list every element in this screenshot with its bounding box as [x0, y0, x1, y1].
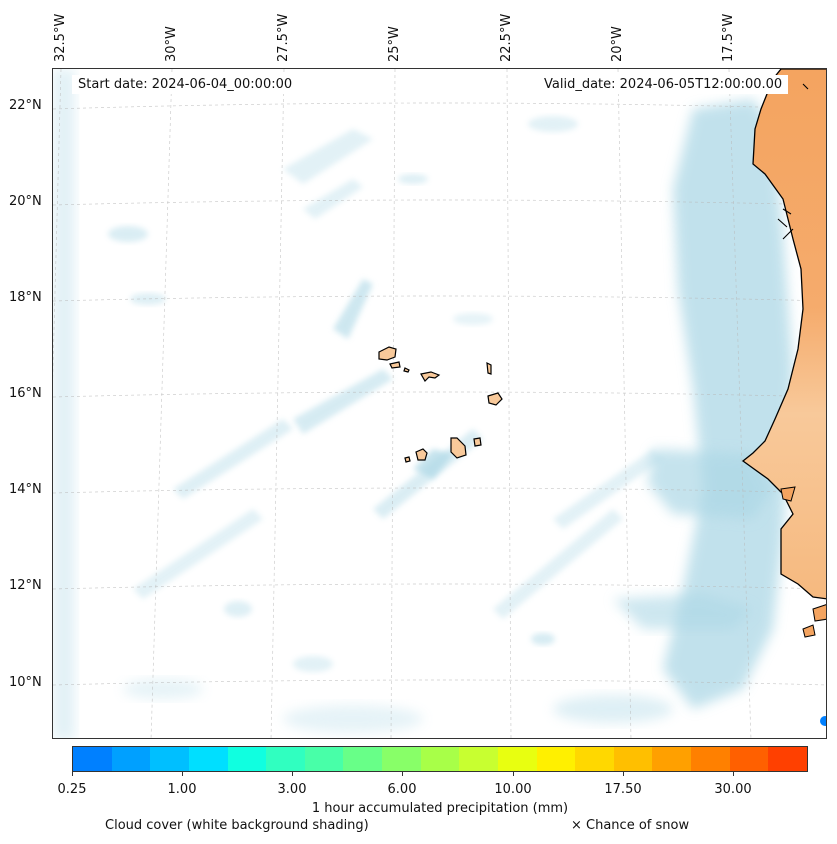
island-brava: [404, 456, 411, 463]
map-canvas: [53, 69, 826, 738]
colorbar-segment: [73, 747, 112, 771]
longitude-label: 32.5°W: [53, 13, 68, 62]
colorbar-segment: [420, 747, 460, 771]
precipitation-colorbar: [72, 746, 808, 772]
colorbar-segment: [150, 747, 189, 771]
colorbar-segment: [536, 747, 576, 771]
colorbar-tick-label: 17.50: [604, 782, 642, 797]
colorbar-tickmark: [402, 772, 403, 776]
precip-spot-icon: [820, 716, 826, 726]
latitude-label: 18°N: [9, 290, 42, 305]
latitude-label: 10°N: [9, 675, 42, 690]
colorbar-segment: [497, 747, 537, 771]
colorbar-tickmark: [733, 772, 734, 776]
graticule: [53, 69, 826, 738]
cloud-cover-shading: [53, 69, 793, 738]
longitude-label: 30°W: [164, 26, 179, 62]
colorbar-segment: [266, 747, 305, 771]
colorbar-tick-label: 3.00: [277, 782, 307, 797]
colorbar-label: 1 hour accumulated precipitation (mm): [311, 801, 569, 816]
colorbar-tickmark: [292, 772, 293, 776]
colorbar-tickmark: [72, 772, 73, 776]
colorbar-tick-label: 0.25: [57, 782, 87, 797]
colorbar-segment: [304, 747, 344, 771]
colorbar-segment: [691, 747, 730, 771]
longitude-label: 27.5°W: [276, 13, 291, 62]
colorbar-segment: [188, 747, 228, 771]
island-maio: [473, 437, 482, 447]
colorbar-segment: [729, 747, 769, 771]
cloud-cover-legend: Cloud cover (white background shading): [105, 818, 369, 833]
colorbar-tick-label: 6.00: [387, 782, 417, 797]
colorbar-tickmark: [513, 772, 514, 776]
island-boa-vista: [487, 392, 503, 406]
colorbar-segment: [111, 747, 151, 771]
island-sao-nicolau: [420, 371, 441, 382]
colorbar-segment: [459, 747, 498, 771]
colorbar-segment: [382, 747, 421, 771]
colorbar-segment: [343, 747, 382, 771]
longitude-label: 22.5°W: [499, 13, 514, 62]
valid-date-label: Valid_date: 2024-06-05T12:00:00.00: [538, 75, 789, 94]
island-sao-vicente: [389, 361, 401, 369]
colorbar-segment: [575, 747, 614, 771]
latitude-label: 22°N: [9, 98, 42, 113]
island-santa-luzia: [403, 367, 410, 373]
island-sal: [486, 361, 492, 375]
colorbar-tick-label: 30.00: [714, 782, 752, 797]
latitude-label: 16°N: [9, 386, 42, 401]
colorbar-tickmark: [623, 772, 624, 776]
colorbar-segment: [613, 747, 653, 771]
colorbar-tickmark: [182, 772, 183, 776]
island-santiago: [450, 437, 467, 459]
longitude-label: 17.5°W: [721, 13, 736, 62]
africa-landmass: [741, 69, 826, 726]
latitude-label: 20°N: [9, 194, 42, 209]
snow-legend: × Chance of snow: [571, 818, 690, 833]
map-panel: [52, 68, 827, 739]
colorbar-segment: [768, 747, 807, 771]
start-date-label: Start date: 2024-06-04_00:00:00: [72, 75, 299, 94]
cape-verde-islands: [378, 346, 503, 463]
longitude-label: 20°W: [610, 26, 625, 62]
latitude-label: 12°N: [9, 578, 42, 593]
latitude-label: 14°N: [9, 482, 42, 497]
colorbar-segment: [652, 747, 691, 771]
colorbar-tick-label: 10.00: [494, 782, 532, 797]
longitude-label: 25°W: [387, 26, 402, 62]
island-fogo: [415, 448, 428, 461]
island-santo-antao: [378, 346, 397, 361]
colorbar-tick-label: 1.00: [167, 782, 197, 797]
colorbar-segment: [227, 747, 267, 771]
